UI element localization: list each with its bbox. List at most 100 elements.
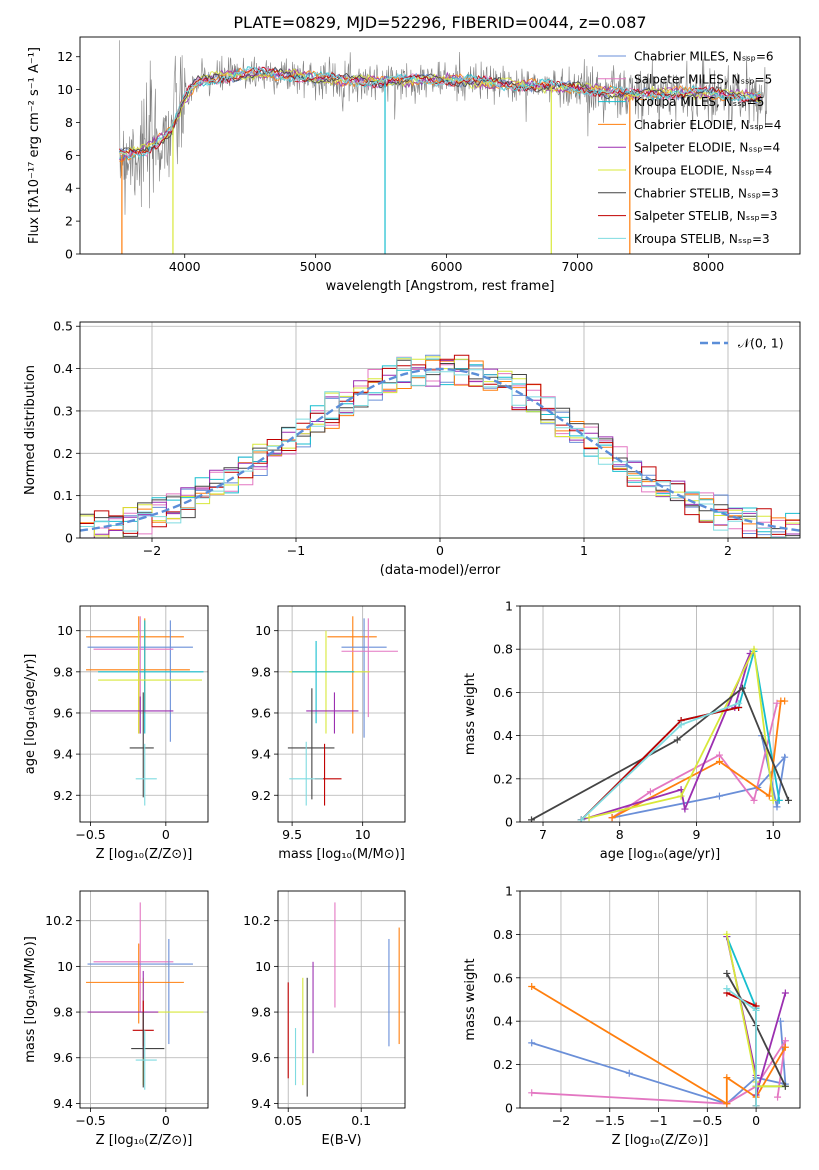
plot-area <box>287 616 398 806</box>
data-point-marker <box>781 1082 789 1090</box>
legend-label: 𝒩(0, 1) <box>738 336 784 351</box>
mass_vs_ebv-panel: 0.05 0.1 9.4 9.6 9.8 10 10.2 E(B-V) <box>243 890 406 1148</box>
x-tick-label: 2 <box>724 543 732 558</box>
y-tick-label: 10 <box>57 623 73 638</box>
legend-label: Kroupa ELODIE, Nₛₛₚ=4 <box>634 164 772 178</box>
y-tick-label: 9.8 <box>251 1005 271 1020</box>
x-tick-label: 7 <box>539 827 547 842</box>
plot-area <box>528 930 789 1108</box>
data-point-marker <box>681 805 689 813</box>
data-point-marker <box>750 796 758 804</box>
y-tick-label: 12 <box>57 49 73 64</box>
y-tick-label: 1 <box>505 599 513 614</box>
normal-curve-line <box>80 367 800 532</box>
data-point-marker <box>677 721 685 729</box>
y-tick-label: 6 <box>65 148 73 163</box>
x-tick-label: 8 <box>616 827 624 842</box>
y-tick-label: 4 <box>65 181 73 196</box>
figure-title: PLATE=0829, MJD=52296, FIBERID=0044, z=0… <box>233 13 646 32</box>
data-point-marker <box>781 989 789 997</box>
data-point-marker <box>738 684 746 692</box>
data-point-marker <box>765 792 773 800</box>
y-tick-label: 0.6 <box>493 685 513 700</box>
x-tick-label: −0.5 <box>75 1113 105 1128</box>
y-tick-label: 0.1 <box>53 488 73 503</box>
residuals-panel: −2 −1 0 1 2 0 0.1 0.2 0.3 0.4 0.5 (data-model)/erro… <box>23 319 801 578</box>
data-point-marker <box>752 1102 760 1108</box>
age_vs_mass-panel: 9.5 10 9.2 9.4 9.6 9.8 10 mass [log₁₀(M/M⊙)] <box>251 605 406 862</box>
y-tick-label: 10.2 <box>45 913 73 928</box>
axes-frame <box>519 605 801 823</box>
legend-label: Kroupa STELIB, Nₛₛₚ=3 <box>634 232 770 246</box>
histogram-step-line <box>80 354 800 538</box>
data-point-marker <box>528 1039 536 1047</box>
y-tick-label: 9.6 <box>251 1050 271 1065</box>
y-axis-label: mass weight <box>463 958 478 1040</box>
plot-area <box>86 616 204 806</box>
model-spectrum-line <box>119 68 761 155</box>
y-tick-label: 9.2 <box>53 788 73 803</box>
y-tick-label: 9.6 <box>53 705 73 720</box>
x-axis-label: Z [log₁₀(Z/Z⊙)] <box>96 847 193 862</box>
data-point-marker <box>774 1093 782 1101</box>
y-tick-label: 9.6 <box>251 705 271 720</box>
x-axis-label: wavelength [Angstrom, rest frame] <box>326 279 555 294</box>
legend-label: Kroupa MILES, Nₛₛₚ=5 <box>634 95 764 109</box>
y-axis-label: Normed distribution <box>23 365 38 495</box>
data-point-marker <box>715 751 723 759</box>
x-tick-label: 0 <box>436 543 444 558</box>
mass_weight_vs_Z-panel: −2 −1.5 −1 −0.5 0 0 0.2 0.4 0.6 0.8 1 Z [log₁₀(Z/Z⊙… <box>463 884 801 1148</box>
data-point-marker <box>723 1074 731 1082</box>
data-point-marker <box>723 985 731 993</box>
legend-label: Chabrier ELODIE, Nₛₛₚ=4 <box>634 118 781 132</box>
histogram-step-line <box>80 357 800 538</box>
data-point-marker <box>528 816 536 822</box>
y-tick-label: 0.4 <box>53 361 73 376</box>
legend-label: Salpeter ELODIE, Nₛₛₚ=4 <box>634 141 780 155</box>
y-tick-label: 0.8 <box>493 927 513 942</box>
data-point-marker <box>781 753 789 761</box>
x-axis-label: age [log₁₀(age/yr)] <box>600 847 721 862</box>
x-axis-label: Z [log₁₀(Z/Z⊙)] <box>96 1133 193 1148</box>
axes-frame <box>519 890 801 1109</box>
mass-weight-series-line <box>531 686 790 821</box>
y-tick-label: 9.4 <box>251 747 271 762</box>
y-axis-label: mass weight <box>463 673 478 755</box>
axes-frame <box>79 36 801 255</box>
x-axis-label: Z [log₁₀(Z/Z⊙)] <box>612 1133 709 1148</box>
x-tick-label: −2 <box>552 1113 570 1128</box>
data-point-marker <box>723 1100 731 1108</box>
legend-label: Salpeter STELIB, Nₛₛₚ=3 <box>634 209 778 223</box>
y-tick-label: 9.8 <box>53 1005 73 1020</box>
x-tick-label: 9 <box>692 827 700 842</box>
y-tick-label: 10.2 <box>243 913 271 928</box>
y-tick-label: 0.6 <box>493 970 513 985</box>
data-point-marker <box>646 788 654 796</box>
axes-frame <box>277 605 406 823</box>
x-tick-label: 5000 <box>300 259 332 274</box>
plot-area <box>287 902 400 1097</box>
x-tick-label: 7000 <box>562 259 594 274</box>
legend-label: Chabrier MILES, Nₛₛₚ=6 <box>634 50 774 64</box>
y-tick-label: 8 <box>65 115 73 130</box>
x-tick-label: −0.5 <box>75 827 105 842</box>
x-tick-label: 10 <box>355 827 371 842</box>
y-tick-label: 9.4 <box>53 1096 73 1111</box>
axes-frame <box>79 890 209 1109</box>
x-axis-label: mass [log₁₀(M/M⊙)] <box>278 847 405 862</box>
data-point-marker <box>750 645 758 653</box>
y-axis-label: mass [log₁₀(M/M⊙)] <box>23 936 38 1063</box>
y-tick-label: 0 <box>65 247 73 262</box>
spectrum-panel: 4000 5000 6000 7000 8000 0 2 4 6 8 10 12 wavelength … <box>27 36 801 294</box>
x-tick-label: 4000 <box>169 259 201 274</box>
y-tick-label: 0.8 <box>493 642 513 657</box>
legend-label: Salpeter MILES, Nₛₛₚ=5 <box>634 72 772 86</box>
x-tick-label: 1 <box>580 543 588 558</box>
data-point-marker <box>723 930 731 938</box>
plot-area <box>80 354 800 538</box>
data-point-marker <box>723 969 731 977</box>
y-tick-label: 10 <box>57 959 73 974</box>
y-tick-label: 1 <box>505 884 513 899</box>
x-tick-label: 0 <box>162 1113 170 1128</box>
